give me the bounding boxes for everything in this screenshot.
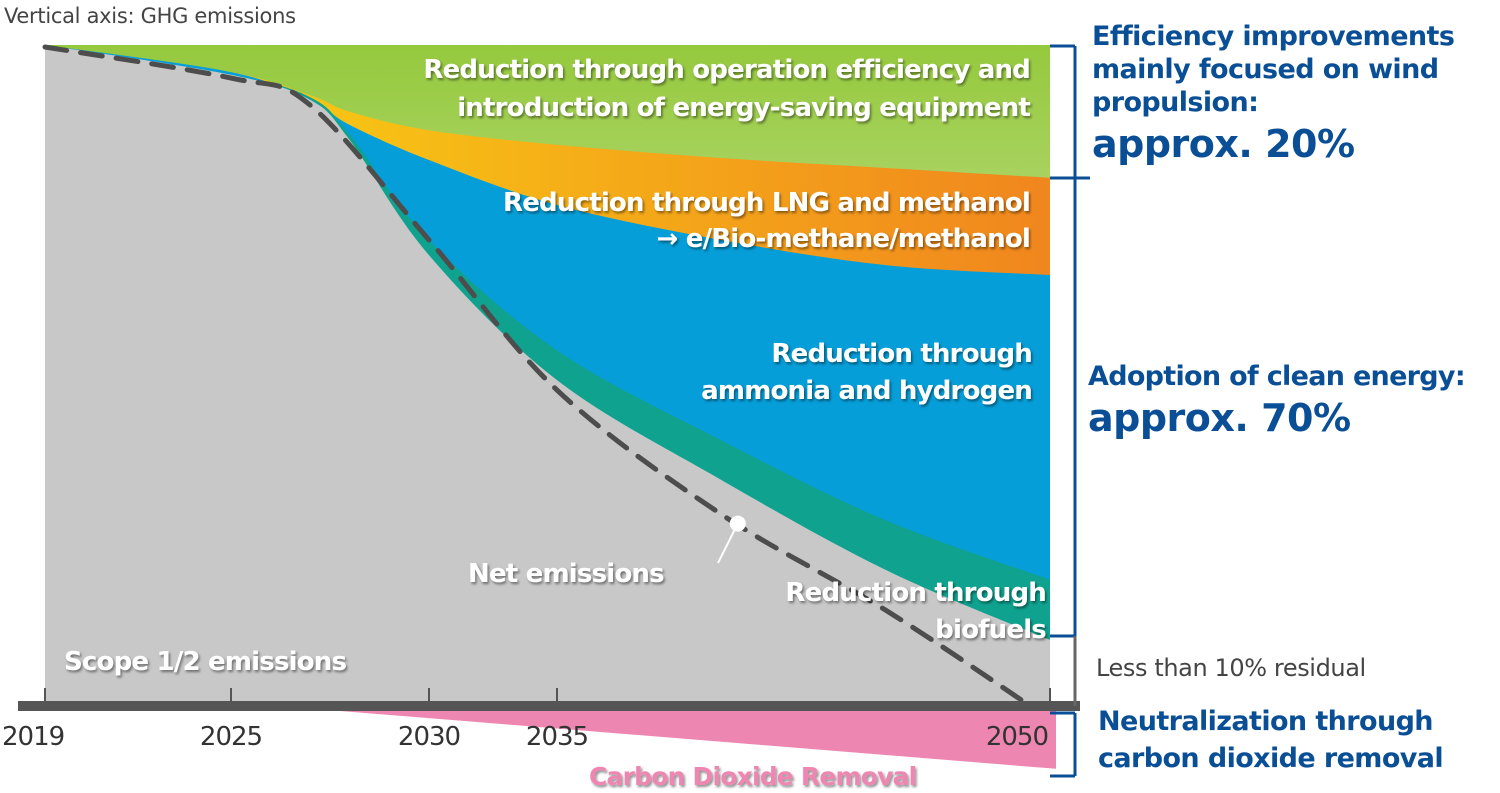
scope-area-label-line: Scope 1/2 emissions [64, 647, 346, 677]
neutralization-annotation-line: carbon dioxide removal [1098, 743, 1444, 774]
net-emissions-label-line: Net emissions [468, 559, 664, 589]
net-emissions-callout-dot [729, 515, 746, 532]
efficiency-annotation-line: mainly focused on wind [1092, 54, 1439, 85]
efficiency-area-label: Reduction through operation efficiency a… [423, 55, 1030, 123]
lng-methanol-area-label-line: Reduction through LNG and methanol [503, 188, 1030, 218]
clean-energy-annotation: Adoption of clean energy: approx. 70% [1088, 360, 1466, 443]
net-emissions-label: Net emissions [468, 559, 664, 589]
x-axis-line [18, 701, 1080, 711]
x-tick-label: 2019 [2, 722, 64, 752]
x-tick-label: 2050 [986, 722, 1048, 752]
efficiency-area-label-line: introduction of energy-saving equipment [457, 93, 1030, 123]
vertical-axis-label: Vertical axis: GHG emissions [4, 4, 296, 28]
lng-methanol-area-label-line: → e/Bio-methane/methanol [657, 224, 1031, 254]
net-emissions-line [42, 44, 1033, 709]
carbon-dioxide-removal-label-line: Carbon Dioxide Removal [589, 762, 916, 789]
lng-methanol-area-label: Reduction through LNG and methanol → e/Bi… [503, 188, 1030, 254]
residual-annotation: Less than 10% residual [1096, 654, 1366, 682]
biofuels-area-label: Reduction through biofuels [785, 578, 1046, 645]
clean-energy-annotation-line: Adoption of clean energy: [1088, 361, 1466, 392]
ammonia-hydrogen-area-label-line: ammonia and hydrogen [701, 376, 1032, 406]
efficiency-annotation: Efficiency improvements mainly focused o… [1092, 20, 1455, 169]
efficiency-annotation-line: Efficiency improvements [1092, 21, 1455, 52]
biofuels-area-label-line: biofuels [935, 615, 1046, 645]
carbon-dioxide-removal-label: Carbon Dioxide Removal [589, 762, 916, 789]
x-tick-label: 2030 [398, 722, 460, 752]
ammonia-hydrogen-area-label: Reduction through ammonia and hydrogen [701, 339, 1032, 406]
clean-energy-share-value: approx. 70% [1088, 396, 1351, 440]
biofuels-area-label-line: Reduction through [785, 578, 1046, 608]
ammonia-hydrogen-area-label-line: Reduction through [771, 339, 1032, 369]
efficiency-annotation-line: propulsion: [1092, 87, 1259, 118]
efficiency-area-label-line: Reduction through operation efficiency a… [423, 55, 1030, 85]
neutralization-annotation: Neutralization through carbon dioxide re… [1098, 703, 1444, 777]
x-tick-label: 2035 [526, 722, 588, 752]
neutralization-annotation-line: Neutralization through [1098, 706, 1434, 737]
efficiency-share-value: approx. 20% [1092, 122, 1355, 166]
area-scope [45, 45, 1050, 706]
x-tick-label: 2025 [200, 722, 262, 752]
area-carbon-dioxide-removal [278, 706, 1056, 769]
scope-area-label: Scope 1/2 emissions [64, 647, 346, 677]
